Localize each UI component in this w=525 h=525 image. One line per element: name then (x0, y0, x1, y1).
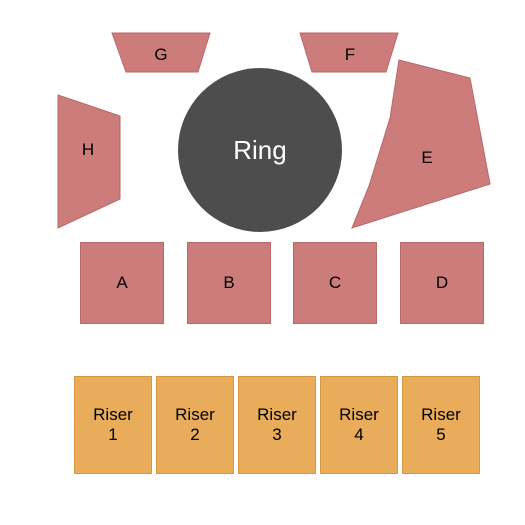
riser-label-bottom: 4 (354, 425, 363, 445)
riser-label-top: Riser (339, 405, 379, 425)
ring-stage[interactable]: Ring (178, 68, 342, 232)
riser-5[interactable]: Riser5 (402, 376, 480, 474)
riser-label-bottom: 5 (436, 425, 445, 445)
riser-label-top: Riser (93, 405, 133, 425)
section-label: H (78, 140, 98, 160)
ring-label: Ring (233, 135, 286, 166)
section-label: E (417, 148, 437, 168)
riser-4[interactable]: Riser4 (320, 376, 398, 474)
riser-label-top: Riser (421, 405, 461, 425)
section-h[interactable] (58, 95, 120, 228)
section-label: A (116, 273, 127, 293)
seating-chart: Ring ABCD Riser1Riser2Riser3Riser4Riser5… (0, 0, 525, 525)
section-label: G (151, 45, 171, 65)
riser-3[interactable]: Riser3 (238, 376, 316, 474)
section-a[interactable]: A (80, 242, 164, 324)
riser-label-bottom: 1 (108, 425, 117, 445)
riser-label-bottom: 2 (190, 425, 199, 445)
section-e[interactable] (352, 60, 490, 228)
riser-2[interactable]: Riser2 (156, 376, 234, 474)
section-label: F (340, 45, 360, 65)
riser-label-top: Riser (257, 405, 297, 425)
section-b[interactable]: B (187, 242, 271, 324)
riser-label-bottom: 3 (272, 425, 281, 445)
section-d[interactable]: D (400, 242, 484, 324)
section-c[interactable]: C (293, 242, 377, 324)
riser-label-top: Riser (175, 405, 215, 425)
section-label: B (223, 273, 234, 293)
section-label: C (329, 273, 341, 293)
riser-1[interactable]: Riser1 (74, 376, 152, 474)
section-label: D (436, 273, 448, 293)
